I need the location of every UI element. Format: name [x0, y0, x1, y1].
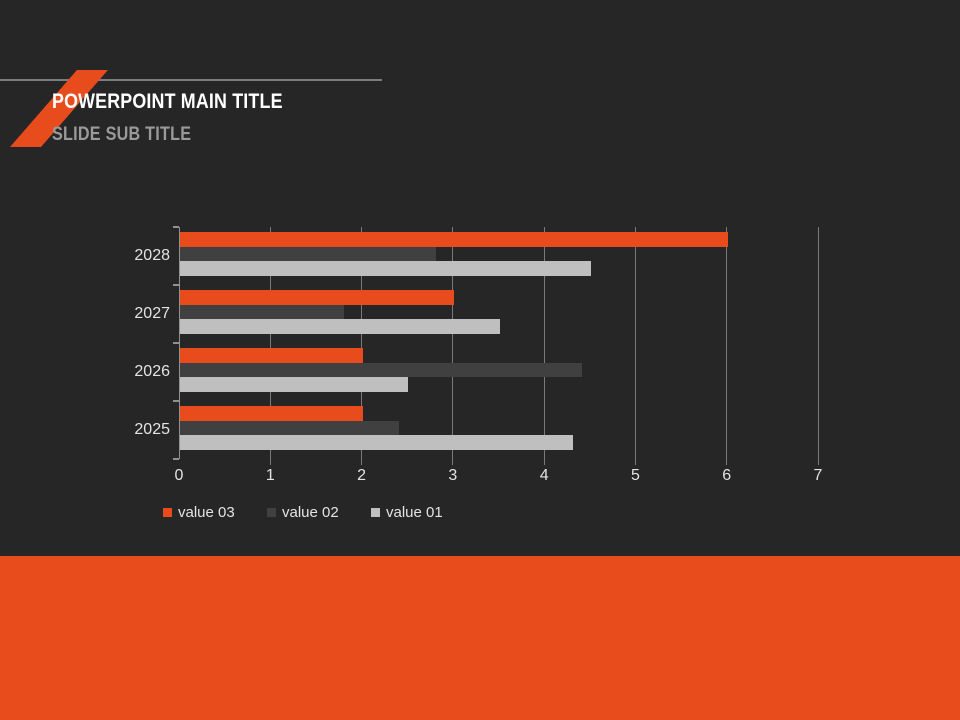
x-axis-tick-label: 6	[722, 467, 732, 484]
bar-value-01-2028	[180, 261, 591, 276]
bar-value-02-2026	[180, 362, 582, 378]
x-axis-tick-label: 7	[813, 467, 823, 484]
legend-label: value 01	[386, 503, 443, 521]
main-title: POWERPOINT MAIN TITLE	[52, 90, 283, 113]
sub-title: SLIDE SUB TITLE	[52, 124, 192, 145]
bar-value-01-2025	[180, 435, 573, 450]
gridline	[361, 227, 363, 465]
legend-swatch-icon	[371, 507, 380, 517]
legend-label: value 03	[178, 503, 235, 521]
gridline	[543, 227, 545, 465]
bar-value-02-2028	[180, 246, 436, 262]
bar-chart: 0 1 2 3 4 5 6 7 2028 2027 2026 2025 value 03 value 02…	[134, 226, 823, 521]
x-axis-tick-label: 4	[539, 467, 549, 484]
bar-value-02-2025	[180, 420, 400, 436]
gridline	[634, 227, 636, 465]
bar-value-03-2026	[180, 348, 363, 363]
legend-swatch-icon	[163, 507, 172, 517]
x-axis-tick-label: 2	[357, 467, 367, 484]
y-axis-tick	[173, 284, 179, 286]
category-label: 2028	[134, 247, 170, 264]
category-label: 2025	[134, 421, 170, 438]
gridline	[269, 227, 271, 465]
y-axis-tick	[173, 226, 179, 228]
gridline	[726, 227, 728, 465]
header-rule-line	[0, 79, 382, 81]
y-axis-tick	[173, 400, 179, 402]
gridline	[452, 227, 454, 465]
bar-value-03-2025	[180, 406, 363, 421]
legend-item: value 01	[371, 503, 443, 521]
gridline	[817, 227, 819, 465]
x-axis-tick-label: 3	[448, 467, 458, 484]
category-label: 2026	[134, 363, 170, 380]
y-axis-line	[179, 227, 180, 459]
x-axis-tick-label: 0	[174, 467, 184, 484]
legend-item: value 03	[163, 503, 235, 521]
bar-value-03-2028	[180, 232, 728, 247]
x-axis-tick-label: 5	[630, 467, 640, 484]
legend-item: value 02	[267, 503, 339, 521]
y-axis-tick	[173, 458, 179, 460]
footer-band: Text box Information PowerPoint Viewer i…	[0, 556, 960, 720]
bar-value-01-2027	[180, 319, 500, 334]
bar-value-03-2027	[180, 290, 454, 305]
x-axis-tick-label: 1	[265, 467, 275, 484]
bar-value-01-2026	[180, 377, 409, 392]
legend-swatch-icon	[267, 507, 276, 517]
bar-value-02-2027	[180, 304, 345, 320]
legend-label: value 02	[282, 503, 339, 521]
y-axis-tick	[173, 342, 179, 344]
category-label: 2027	[134, 305, 170, 322]
